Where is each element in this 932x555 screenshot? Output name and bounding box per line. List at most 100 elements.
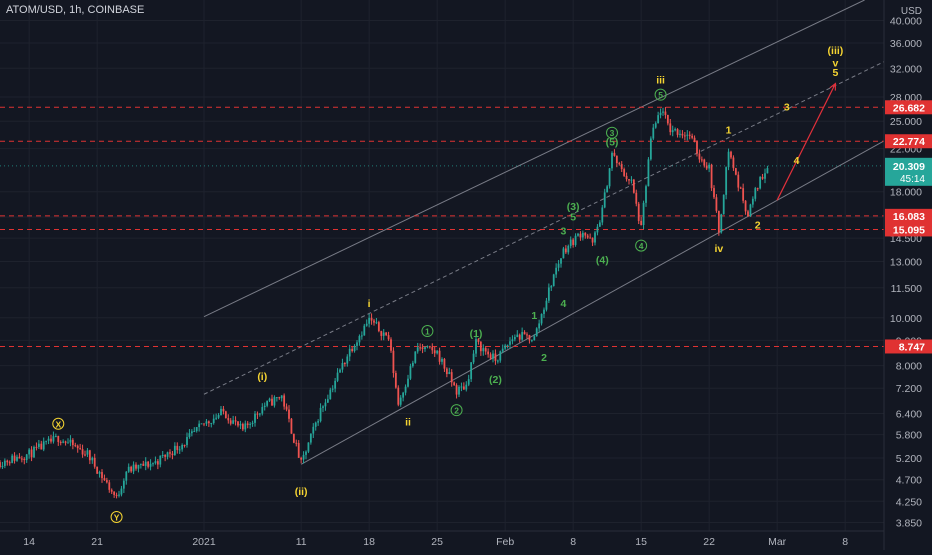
candle-body xyxy=(382,332,385,336)
candle-body xyxy=(195,427,198,432)
candle-body xyxy=(317,421,320,423)
candle-body xyxy=(540,313,543,324)
candle-body xyxy=(744,200,747,212)
candle-body xyxy=(261,406,264,414)
symbol-title[interactable]: ATOM/USD, 1h, COINBASE xyxy=(6,4,145,16)
candle-body xyxy=(419,347,422,349)
candle-body xyxy=(249,423,252,425)
price-tick-label: 8.000 xyxy=(896,361,922,373)
candle-body xyxy=(492,353,494,359)
candle-body xyxy=(630,179,633,181)
candle-body xyxy=(305,451,307,455)
wave-label: (iii) xyxy=(828,45,844,57)
candle-body xyxy=(1,465,4,468)
wave-label: 2 xyxy=(755,220,761,232)
candle-body xyxy=(666,115,669,124)
wave-label-circle xyxy=(635,239,648,252)
candle-body xyxy=(635,192,638,204)
candle-body xyxy=(3,460,6,466)
candle-body xyxy=(50,438,52,442)
candle-body xyxy=(475,339,477,354)
candle-body xyxy=(348,348,351,357)
wave-label-circle xyxy=(606,126,618,139)
level-price-tag xyxy=(885,100,932,115)
candle-body xyxy=(149,463,152,467)
price-axis-panel[interactable] xyxy=(884,0,932,550)
candle-body xyxy=(681,133,684,136)
candle-body xyxy=(533,336,536,341)
candle-body xyxy=(171,453,174,456)
price-tick-label: 3.850 xyxy=(896,517,922,529)
candle-body xyxy=(489,354,492,359)
candle-body xyxy=(297,443,300,458)
candle-body xyxy=(696,141,698,154)
candle-body xyxy=(679,133,681,135)
time-tick-label: 11 xyxy=(296,536,307,548)
wave-label: 1 xyxy=(425,327,430,337)
candle-body xyxy=(642,202,645,225)
price-tick-label: 7.200 xyxy=(896,383,922,395)
candle-body xyxy=(720,214,723,233)
candle-body xyxy=(431,347,434,351)
candle-body xyxy=(458,386,460,395)
candle-body xyxy=(424,347,426,349)
candle-body xyxy=(683,135,686,137)
candle-body xyxy=(178,449,181,451)
candle-body xyxy=(181,444,184,450)
current-price-label: 20.309 xyxy=(893,161,925,173)
candle-body xyxy=(256,413,259,415)
candle-body xyxy=(319,407,322,422)
candle-body xyxy=(13,455,16,461)
candle-body xyxy=(516,334,519,338)
candle-body xyxy=(241,423,244,430)
candle-body xyxy=(127,466,130,472)
candle-body xyxy=(615,155,618,164)
candle-body xyxy=(25,454,28,461)
candle-body xyxy=(555,267,558,275)
candle-body xyxy=(572,239,575,245)
candle-body xyxy=(173,445,176,456)
candle-body xyxy=(455,385,458,395)
candle-body xyxy=(603,192,606,208)
candle-body xyxy=(710,164,713,189)
candle-body xyxy=(217,415,220,418)
price-unit-label: USD xyxy=(901,6,922,17)
candle-body xyxy=(574,235,577,245)
candle-body xyxy=(198,423,201,428)
candle-body xyxy=(258,413,261,415)
candle-body xyxy=(564,248,567,253)
candle-body xyxy=(421,347,424,349)
candle-body xyxy=(426,346,429,348)
candle-body xyxy=(271,398,273,406)
wave-label-circle xyxy=(450,404,463,417)
wave-label: 2 xyxy=(454,406,459,416)
candle-body xyxy=(263,405,266,407)
level-price-label: 16.083 xyxy=(893,211,925,223)
candle-body xyxy=(54,435,57,437)
wave-label: 5 xyxy=(658,90,663,100)
time-tick-label: 22 xyxy=(703,536,715,548)
candle-body xyxy=(581,232,584,238)
candle-body xyxy=(11,455,14,463)
candle-body xyxy=(713,188,715,198)
candle-body xyxy=(722,194,725,215)
candle-body xyxy=(120,488,123,495)
candle-body xyxy=(268,398,271,401)
candle-body xyxy=(538,323,541,329)
wave-label: 1 xyxy=(726,124,732,136)
candle-body xyxy=(589,237,592,239)
candle-body xyxy=(210,423,213,425)
wave-label: 3 xyxy=(784,102,790,114)
candle-body xyxy=(450,372,453,383)
candle-body xyxy=(59,441,62,443)
candle-body xyxy=(764,173,766,179)
candle-body xyxy=(125,471,128,481)
candle-body xyxy=(506,344,509,346)
candle-body xyxy=(28,449,31,455)
candle-body xyxy=(52,436,55,442)
candle-body xyxy=(409,366,412,379)
candle-body xyxy=(407,378,409,387)
candle-body xyxy=(190,431,193,434)
